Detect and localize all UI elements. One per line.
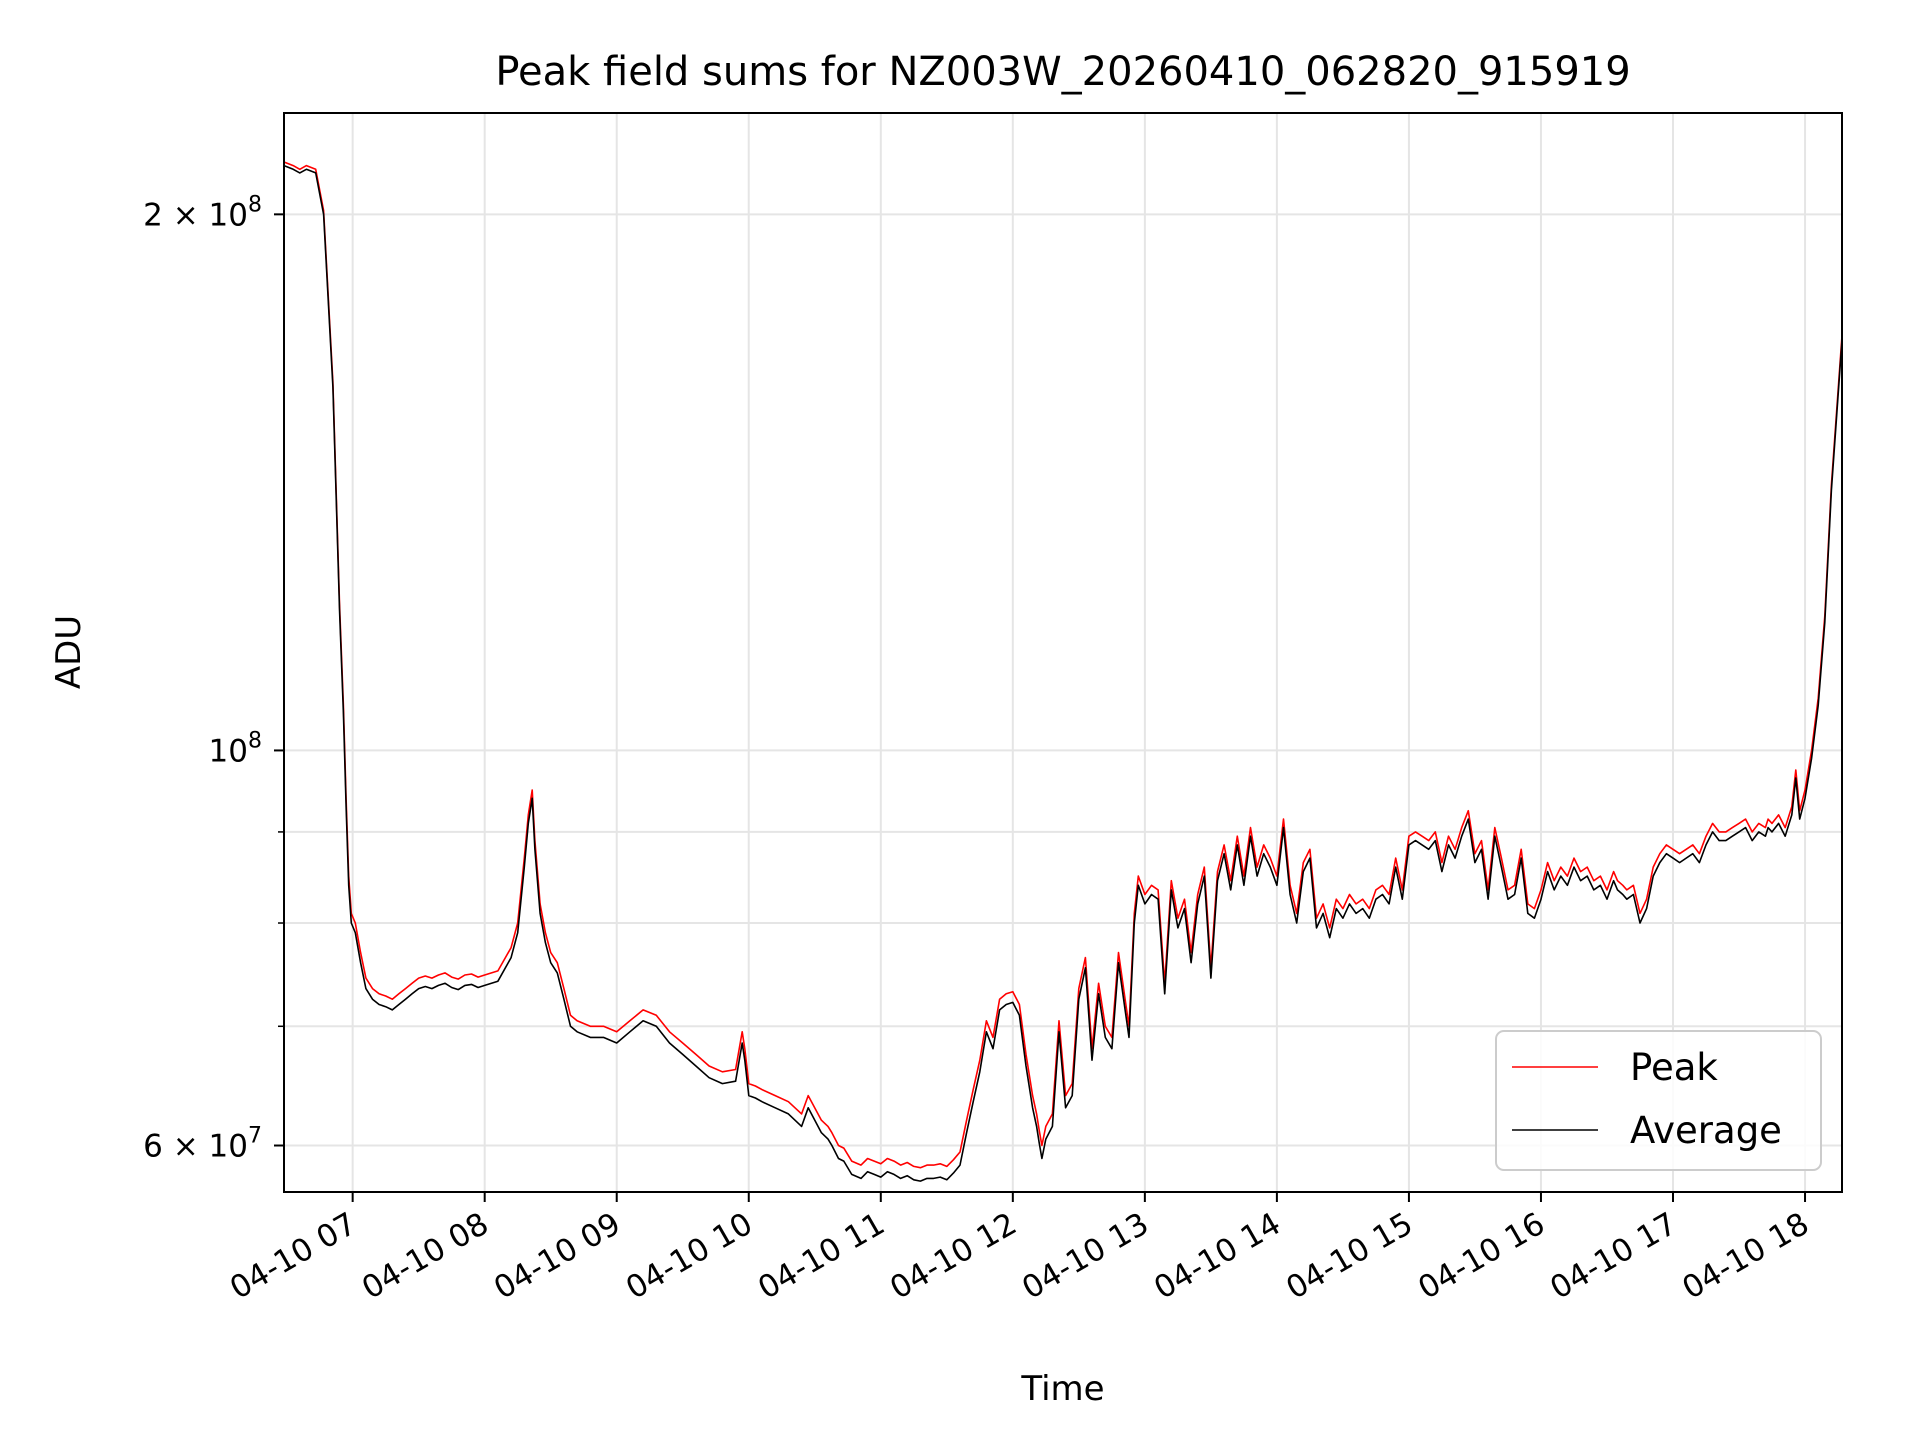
legend-label-peak: Peak bbox=[1630, 1046, 1718, 1089]
x-axis-label: Time bbox=[1020, 1369, 1104, 1409]
chart-title: Peak field sums for NZ003W_20260410_0628… bbox=[495, 49, 1630, 95]
y-axis-ticks: 6 × 107 108 2 × 108 bbox=[143, 192, 284, 1165]
series-line-average bbox=[283, 164, 1843, 1182]
y-axis-label: ADU bbox=[49, 615, 89, 689]
y-tick-label: 2 × 108 bbox=[143, 192, 262, 233]
y-tick-label: 6 × 107 bbox=[143, 1124, 262, 1165]
legend: Peak Average bbox=[1495, 1030, 1822, 1171]
legend-label-average: Average bbox=[1630, 1109, 1782, 1152]
plot-area bbox=[283, 161, 1843, 1182]
grid-lines bbox=[284, 113, 1842, 1192]
axes-frame bbox=[283, 112, 1843, 1193]
y-tick-label: 108 bbox=[209, 728, 262, 769]
legend-box bbox=[1495, 1030, 1822, 1171]
